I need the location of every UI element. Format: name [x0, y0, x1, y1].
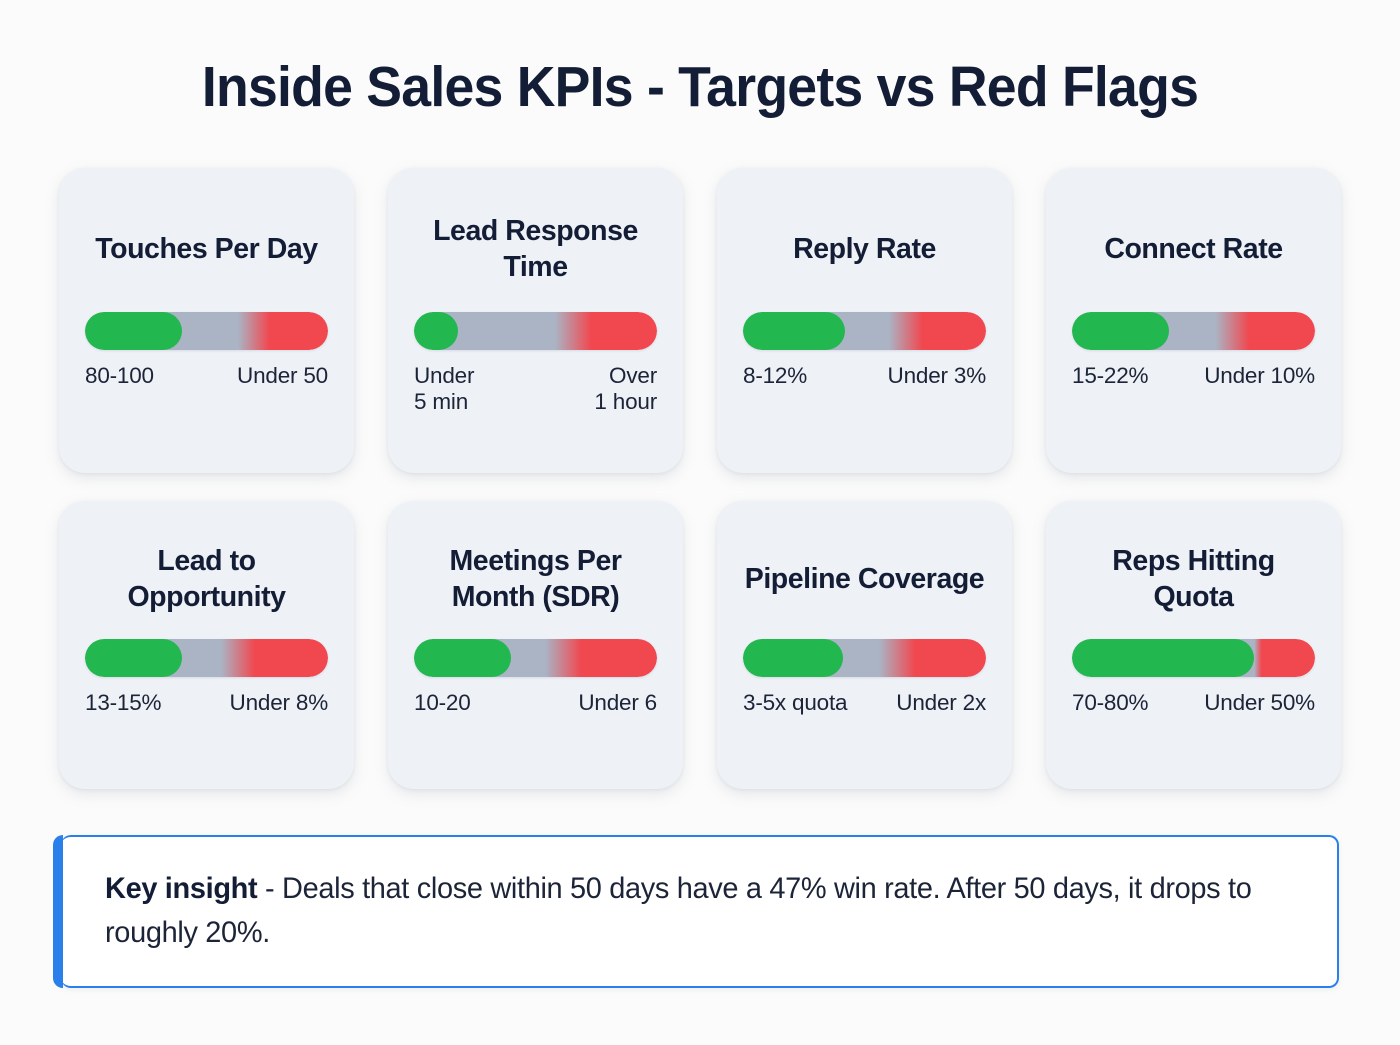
callout-accent-bar	[53, 834, 63, 989]
kpi-target-label: 70-80%	[1072, 689, 1149, 715]
kpi-bar-wrap: 10-20 Under 6	[414, 638, 657, 717]
kpi-title: Reps Hitting Quota	[1112, 544, 1275, 613]
kpi-card: Connect Rate 15-22% Under 10%	[1046, 167, 1341, 473]
kpi-range-labels: 13-15% Under 8%	[85, 690, 328, 717]
kpi-title-zone: Lead to Opportunity	[85, 523, 328, 635]
kpi-title-zone: Reply Rate	[743, 190, 986, 308]
kpi-target-label: 15-22%	[1072, 362, 1149, 388]
kpi-bar-green-zone	[1072, 311, 1170, 350]
kpi-range-bar	[85, 311, 328, 350]
page-title: Inside Sales KPIs - Targets vs Red Flags	[201, 55, 1199, 119]
kpi-red-flag-label: Under 2x	[896, 689, 986, 715]
kpi-card: Reps Hitting Quota 70-80% Under 50%	[1046, 500, 1341, 789]
kpi-red-flag-label: Under 3%	[887, 362, 987, 388]
kpi-range-labels: 8-12% Under 3%	[743, 363, 986, 390]
kpi-range-bar	[743, 638, 986, 677]
kpi-bar-green-zone	[743, 311, 846, 350]
kpi-title-zone: Meetings Per Month (SDR)	[414, 523, 657, 635]
kpi-bar-green-zone	[414, 311, 458, 350]
kpi-red-flag-label: Under 50	[237, 362, 328, 388]
kpi-range-bar	[85, 638, 328, 677]
kpi-range-bar	[1072, 311, 1315, 350]
kpi-bar-wrap: 70-80% Under 50%	[1072, 638, 1315, 717]
kpi-range-bar	[1072, 638, 1315, 677]
kpi-range-labels: 80-100 Under 50	[85, 363, 328, 390]
kpi-range-bar	[743, 311, 986, 350]
callout-separator: -	[257, 871, 283, 905]
kpi-title: Pipeline Coverage	[744, 562, 985, 595]
kpi-title: Lead to Opportunity	[127, 544, 286, 613]
kpi-card: Lead Response Time Under 5 min Over 1 hour	[388, 167, 683, 473]
kpi-title-zone: Reps Hitting Quota	[1072, 523, 1315, 635]
kpi-card: Reply Rate 8-12% Under 3%	[717, 167, 1012, 473]
kpi-range-labels: 3-5x quota Under 2x	[743, 690, 986, 717]
kpi-title-zone: Touches Per Day	[85, 190, 328, 308]
kpi-bar-green-zone	[1072, 638, 1255, 677]
kpi-red-flag-label: Under 8%	[229, 689, 329, 715]
kpi-target-label: 8-12%	[743, 362, 808, 388]
kpi-target-label: 10-20	[414, 689, 471, 715]
callout-label: Key insight	[105, 871, 258, 905]
kpi-range-labels: 10-20 Under 6	[414, 690, 657, 717]
kpi-bar-green-zone	[85, 638, 183, 677]
callout-text: Key insight - Deals that close within 50…	[105, 867, 1261, 955]
kpi-bar-wrap: Under 5 min Over 1 hour	[414, 311, 657, 416]
kpi-bar-green-zone	[85, 311, 183, 350]
kpi-card: Lead to Opportunity 13-15% Under 8%	[59, 500, 354, 789]
kpi-title: Touches Per Day	[95, 232, 318, 265]
kpi-red-flag-label: Over 1 hour	[594, 362, 657, 415]
key-insight-callout: Key insight - Deals that close within 50…	[53, 834, 1339, 989]
kpi-title: Reply Rate	[793, 232, 936, 265]
kpi-red-flag-label: Under 6	[578, 689, 657, 715]
kpi-range-bar	[414, 638, 657, 677]
kpi-bar-wrap: 8-12% Under 3%	[743, 311, 986, 390]
kpi-title: Meetings Per Month (SDR)	[449, 544, 622, 613]
kpi-title: Lead Response Time	[433, 214, 638, 283]
kpi-target-label: 80-100	[85, 362, 154, 388]
kpi-target-label: 3-5x quota	[743, 689, 848, 715]
kpi-title-zone: Pipeline Coverage	[743, 523, 986, 635]
kpi-title-zone: Lead Response Time	[414, 190, 657, 308]
kpi-red-flag-label: Under 50%	[1204, 689, 1315, 715]
kpi-card: Touches Per Day 80-100 Under 50	[59, 167, 354, 473]
callout-body: Deals that close within 50 days have a 4…	[105, 871, 1252, 949]
kpi-card: Meetings Per Month (SDR) 10-20 Under 6	[388, 500, 683, 789]
kpi-bar-wrap: 80-100 Under 50	[85, 311, 328, 390]
kpi-range-labels: 15-22% Under 10%	[1072, 363, 1315, 390]
kpi-target-label: Under 5 min	[414, 362, 475, 415]
kpi-bar-green-zone	[414, 638, 512, 677]
kpi-title-zone: Connect Rate	[1072, 190, 1315, 308]
kpi-card-grid: Touches Per Day 80-100 Under 50 Lead Respon…	[0, 167, 1400, 789]
kpi-title: Connect Rate	[1104, 232, 1283, 265]
kpi-target-label: 13-15%	[85, 689, 162, 715]
kpi-bar-wrap: 3-5x quota Under 2x	[743, 638, 986, 717]
kpi-range-labels: 70-80% Under 50%	[1072, 690, 1315, 717]
kpi-card: Pipeline Coverage 3-5x quota Under 2x	[717, 500, 1012, 789]
kpi-range-bar	[414, 311, 657, 350]
kpi-bar-wrap: 15-22% Under 10%	[1072, 311, 1315, 390]
kpi-red-flag-label: Under 10%	[1204, 362, 1315, 388]
kpi-range-labels: Under 5 min Over 1 hour	[414, 363, 657, 416]
kpi-bar-green-zone	[743, 638, 843, 677]
kpi-bar-wrap: 13-15% Under 8%	[85, 638, 328, 717]
